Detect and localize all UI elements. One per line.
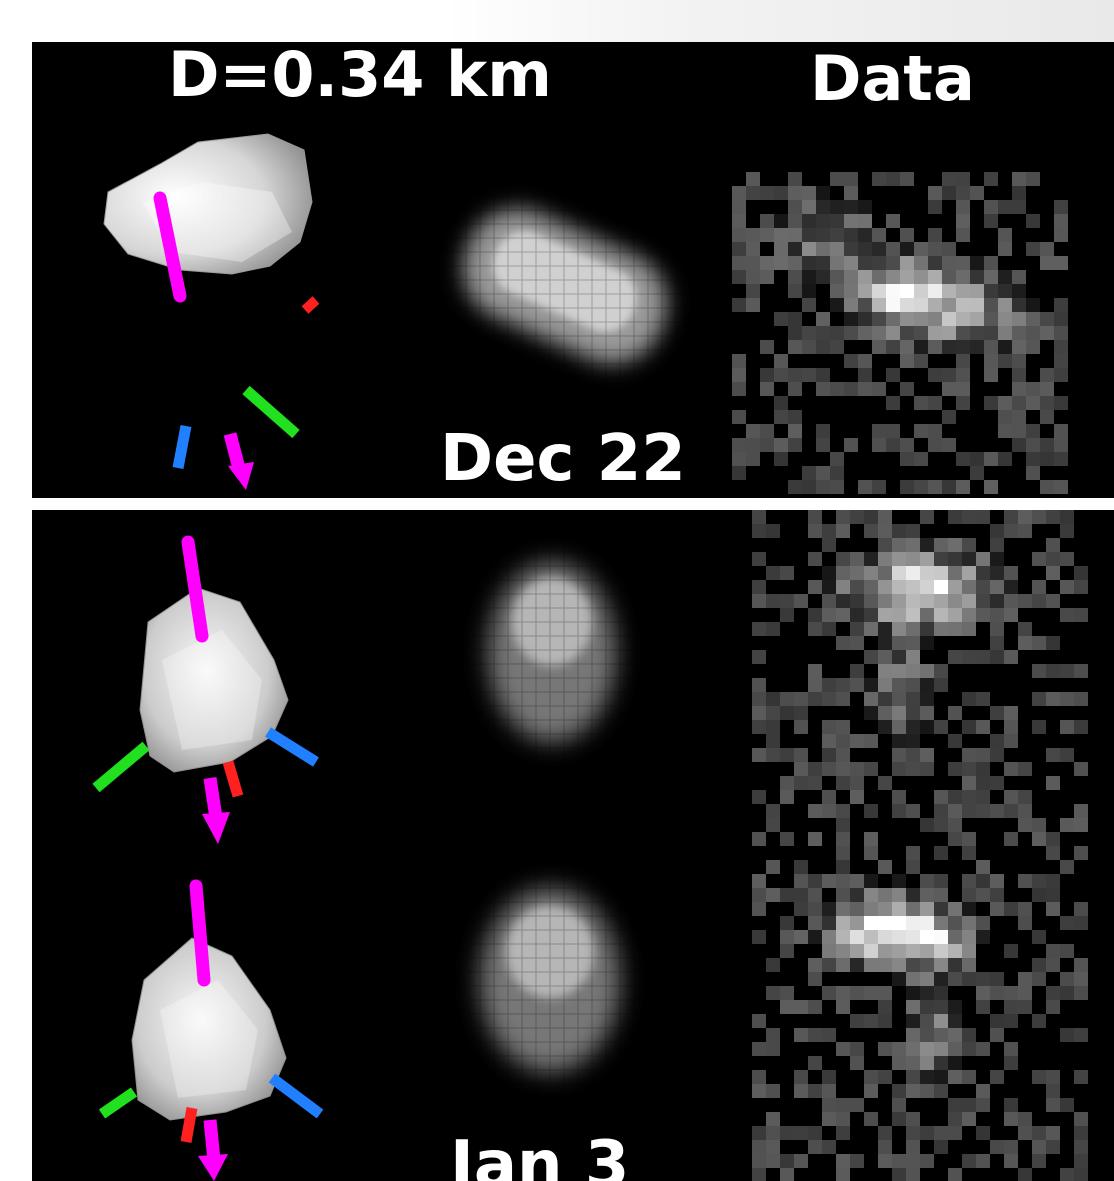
- x-axis-arrow-b: [180, 1107, 198, 1143]
- data-column-title: Data: [810, 42, 975, 115]
- y-axis-arrow: [242, 385, 300, 439]
- synthetic-image-dec-22: [432, 192, 692, 412]
- radar-data-dec-22: [732, 172, 1068, 494]
- shape-model-jan-3-b: [131, 937, 287, 1121]
- panel-dec-22: D=0.34 km Data: [32, 42, 1114, 498]
- spin-axis-arrow-a: [181, 535, 209, 643]
- y-axis-arrow-a: [92, 741, 150, 793]
- panel-graphics: Dec 22: [103, 133, 1068, 496]
- synthetic-image-jan-3-a: [472, 540, 642, 780]
- shape-model-dec-22: [103, 133, 313, 275]
- x-axis-arrow-a: [222, 760, 244, 798]
- synthetic-image-jan-3-b: [468, 870, 638, 1110]
- spin-axis-arrow: [153, 191, 254, 490]
- top-margin: [0, 0, 1114, 42]
- panel-jan-3: Jan 3: [32, 510, 1114, 1181]
- shape-model-jan-3-a: [139, 587, 289, 773]
- z-axis-arrow: [172, 424, 192, 470]
- date-label-jan-3: Jan 3: [446, 1128, 629, 1181]
- panel-graphics-bottom: Jan 3: [92, 510, 1088, 1181]
- y-axis-arrow-b: [98, 1087, 138, 1119]
- spin-axis-arrow-b: [189, 879, 211, 987]
- radar-data-jan-3: [752, 510, 1088, 1181]
- x-axis-arrow: [301, 296, 320, 314]
- z-axis-arrow-a: [265, 727, 319, 767]
- diameter-title: D=0.34 km: [168, 42, 552, 111]
- z-axis-arrow-b: [268, 1073, 324, 1119]
- date-label-dec-22: Dec 22: [440, 422, 686, 496]
